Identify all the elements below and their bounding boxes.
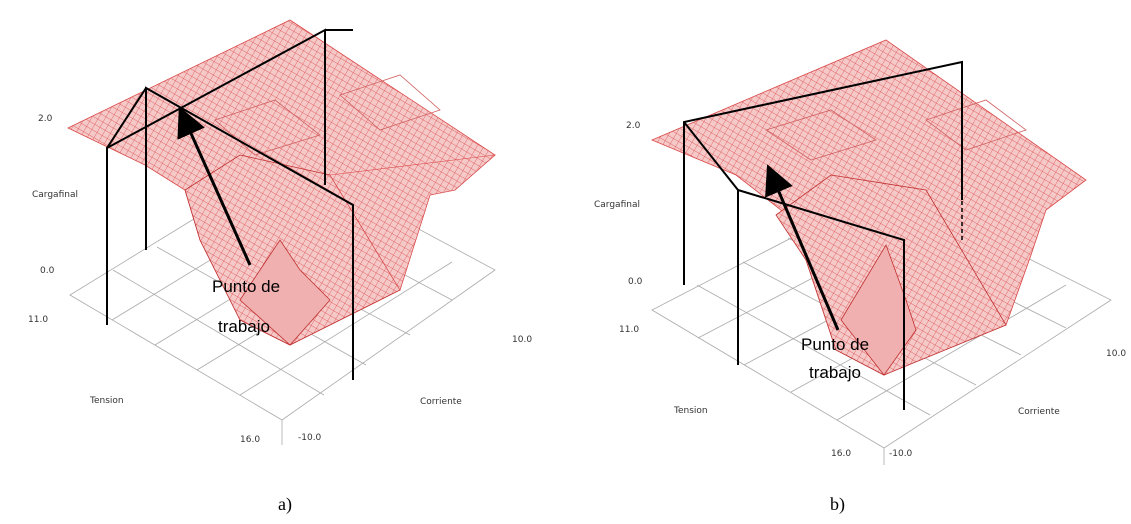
annotation-line-1: Punto de bbox=[212, 277, 280, 296]
x-axis-label: Tension bbox=[673, 406, 708, 416]
caption-a: a) bbox=[278, 494, 292, 514]
y-tick-end: 10.0 bbox=[512, 335, 532, 345]
y-tick-start: -10.0 bbox=[889, 449, 913, 459]
x-tick-end: 16.0 bbox=[240, 435, 260, 445]
annotation-arrow bbox=[765, 164, 840, 331]
caption-b: b) bbox=[830, 494, 845, 514]
surface-mesh bbox=[67, 19, 496, 346]
surface-plot-b: 2.0 0.0 Cargafinal 11.0 16.0 Tension -10… bbox=[594, 39, 1126, 465]
annotation-line-1: Punto de bbox=[801, 335, 869, 354]
y-axis-label: Corriente bbox=[1018, 407, 1060, 417]
z-tick-bottom: 0.0 bbox=[628, 277, 643, 287]
z-tick-top: 2.0 bbox=[626, 121, 641, 131]
y-axis-label: Corriente bbox=[420, 397, 462, 407]
x-tick-start: 11.0 bbox=[619, 325, 639, 335]
x-tick-end: 16.0 bbox=[831, 449, 851, 459]
x-axis-label: Tension bbox=[89, 396, 124, 406]
working-point-lines bbox=[106, 28, 354, 380]
annotation-arrow bbox=[177, 106, 252, 266]
chart-panel-b: 2.0 0.0 Cargafinal 11.0 16.0 Tension -10… bbox=[566, 0, 1131, 524]
x-tick-start: 11.0 bbox=[28, 315, 48, 325]
surface-mesh bbox=[650, 39, 1087, 376]
z-tick-top: 2.0 bbox=[38, 114, 53, 124]
chart-panel-a: 2.0 0.0 Cargafinal 11.0 16.0 Tension -10… bbox=[0, 0, 565, 524]
y-tick-start: -10.0 bbox=[298, 433, 322, 443]
surface-plot-a: 2.0 0.0 Cargafinal 11.0 16.0 Tension -10… bbox=[28, 19, 532, 445]
z-axis-label: Cargafinal bbox=[594, 200, 640, 210]
annotation-line-2: trabajo bbox=[809, 363, 861, 382]
z-axis-label: Cargafinal bbox=[32, 190, 78, 200]
annotation-line-2: trabajo bbox=[218, 317, 270, 336]
z-tick-bottom: 0.0 bbox=[40, 266, 55, 276]
y-tick-end: 10.0 bbox=[1106, 349, 1126, 359]
